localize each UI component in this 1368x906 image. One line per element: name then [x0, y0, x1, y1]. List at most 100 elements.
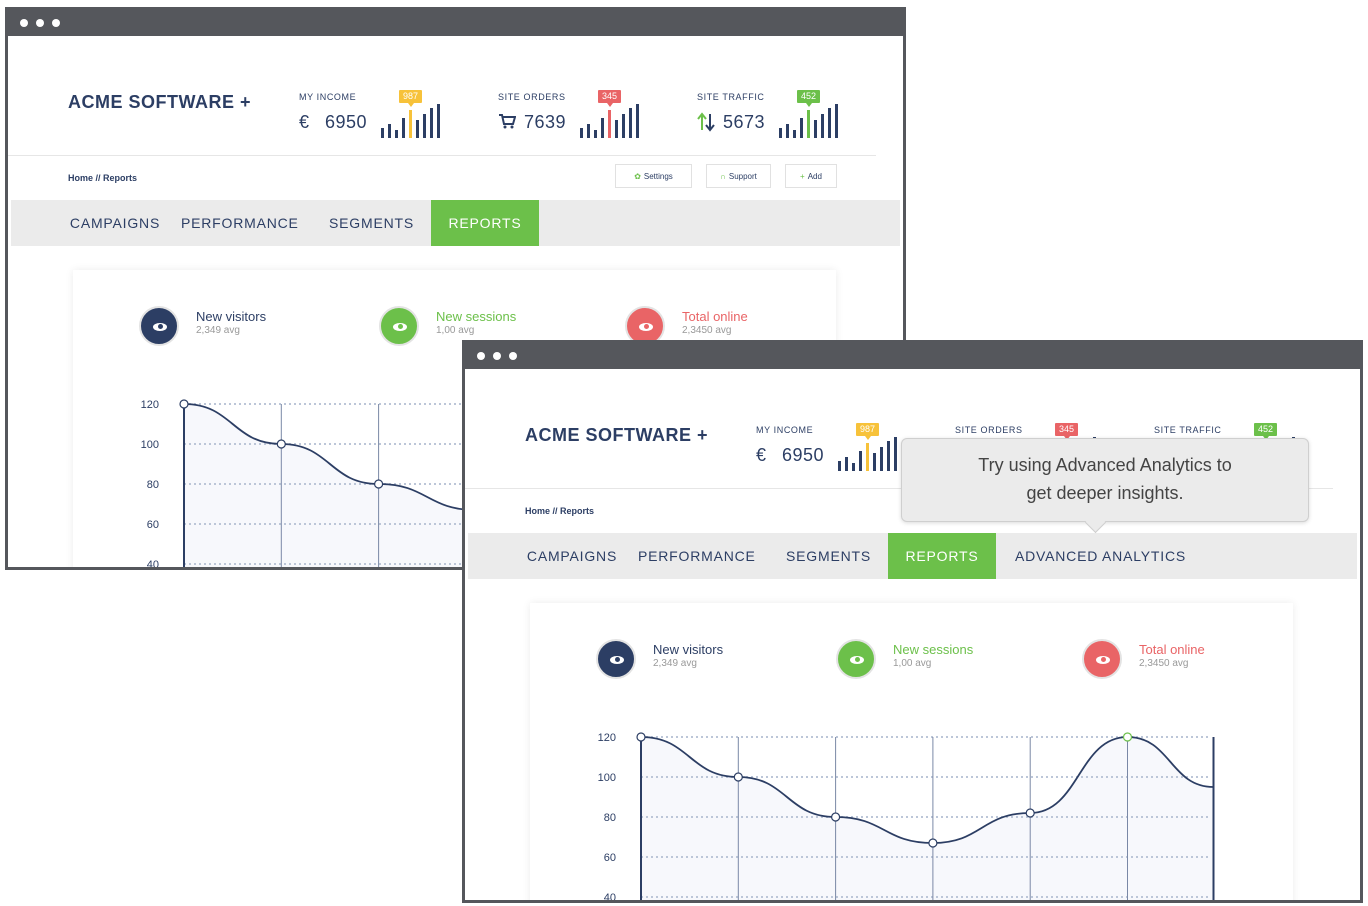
eye-icon: [836, 639, 876, 679]
sparkline-bar: [852, 463, 855, 471]
y-tick-label: 60: [604, 852, 616, 864]
sparkline-bar: [845, 457, 848, 471]
sparkline-bar: [887, 441, 890, 471]
breadcrumb[interactable]: Home // Reports: [68, 173, 138, 183]
stat-badge: 345: [1055, 423, 1079, 440]
stat-traffic: SITE TRAFFIC 5673 452: [697, 80, 877, 140]
sparkline-bar: [786, 124, 789, 138]
sparkline-bar: [838, 461, 841, 471]
tooltip-line: get deeper insights.: [1026, 483, 1184, 503]
sparkline-bar: [395, 130, 398, 138]
sparkline-bar: [580, 128, 583, 138]
arrows-updown-icon: [697, 112, 715, 137]
sparkline-bar: [601, 118, 604, 138]
window-titlebar: [8, 10, 903, 36]
window-dot-icon[interactable]: [509, 352, 517, 360]
y-tick-label: 100: [141, 439, 159, 451]
eye-icon: [1082, 639, 1122, 679]
legend-avg: 1,00 avg: [436, 325, 475, 336]
sparkline-bar: [873, 453, 876, 471]
tab-segments[interactable]: SEGMENTS: [786, 548, 871, 564]
data-point[interactable]: [276, 439, 286, 449]
stat-value: 6950: [782, 445, 825, 465]
sparkline-bar: [807, 110, 810, 138]
settings-label: Settings: [643, 172, 673, 181]
breadcrumb[interactable]: Home // Reports: [525, 506, 595, 516]
sparkline-bar: [615, 120, 618, 138]
sparkline-bar: [894, 437, 897, 471]
tab-reports[interactable]: REPORTS: [888, 533, 996, 579]
y-tick-label: 40: [147, 559, 159, 570]
y-tick-label: 120: [141, 399, 159, 411]
data-point[interactable]: [374, 479, 384, 489]
stat-label: SITE TRAFFIC: [697, 92, 765, 102]
brand-logo[interactable]: ACME SOFTWARE +: [68, 92, 252, 112]
sparkline-bar: [402, 118, 405, 138]
tab-advanced-analytics[interactable]: ADVANCED ANALYTICS: [1014, 548, 1187, 564]
y-tick-label: 80: [604, 812, 616, 824]
euro-icon: €: [756, 445, 767, 465]
data-point[interactable]: [831, 812, 841, 822]
add-button[interactable]: + Add: [785, 164, 837, 188]
sparkline-bar: [800, 118, 803, 138]
window-dot-icon[interactable]: [36, 19, 44, 27]
sparkline-bar: [880, 447, 883, 471]
legend-avg: 2,3450 avg: [1139, 658, 1189, 669]
sparkline-bar: [629, 108, 632, 138]
sparkline: 345: [580, 90, 650, 138]
stat-label: SITE ORDERS: [498, 92, 566, 102]
headset-icon: ∩: [720, 172, 726, 181]
browser-window-front: ACME SOFTWARE + MY INCOME € 6950 987 SIT…: [462, 340, 1363, 903]
header-divider: [8, 155, 876, 156]
stat-label: SITE TRAFFIC: [1154, 425, 1222, 435]
window-dot-icon[interactable]: [477, 352, 485, 360]
settings-button[interactable]: ✿ Settings: [615, 164, 692, 188]
tab-performance[interactable]: PERFORMANCE: [181, 215, 299, 231]
legend-name: New sessions: [436, 309, 517, 324]
stat-value: 5673: [723, 112, 766, 132]
tooltip-line: Try using Advanced Analytics to: [978, 455, 1232, 475]
stat-badge: 987: [856, 423, 880, 440]
eye-icon: [139, 306, 179, 346]
stat-badge: 345: [598, 90, 622, 107]
stat-income: MY INCOME € 6950 987: [299, 80, 479, 140]
advanced-analytics-tooltip: Try using Advanced Analytics to get deep…: [901, 438, 1309, 522]
data-point[interactable]: [636, 732, 646, 742]
tab-segments[interactable]: SEGMENTS: [329, 215, 414, 231]
window-dot-icon[interactable]: [52, 19, 60, 27]
sparkline-bar: [409, 110, 412, 138]
legend-name: New visitors: [653, 642, 724, 657]
tab-campaigns[interactable]: CAMPAIGNS: [526, 548, 618, 564]
data-point[interactable]: [1122, 732, 1133, 742]
header-divider: [465, 488, 1333, 489]
stat-value: 6950: [325, 112, 368, 132]
sparkline-bar: [381, 128, 384, 138]
sparkline-bar: [828, 108, 831, 138]
support-button[interactable]: ∩ Support: [706, 164, 771, 188]
stat-badge: 452: [797, 90, 821, 107]
brand-logo[interactable]: ACME SOFTWARE +: [525, 425, 709, 445]
legend-name: Total online: [682, 309, 748, 324]
data-point[interactable]: [928, 838, 938, 848]
window-dot-icon[interactable]: [493, 352, 501, 360]
tab-campaigns[interactable]: CAMPAIGNS: [69, 215, 161, 231]
sparkline-bar: [608, 110, 611, 138]
tab-reports[interactable]: REPORTS: [431, 200, 539, 246]
data-point[interactable]: [733, 772, 743, 782]
sparkline: 987: [838, 423, 908, 471]
data-point[interactable]: [1025, 808, 1035, 818]
window-dot-icon[interactable]: [20, 19, 28, 27]
report-card: New visitors 2,349 avg New sessions 1,00…: [530, 603, 1293, 900]
stat-income: MY INCOME € 6950 987: [756, 413, 936, 473]
tab-performance[interactable]: PERFORMANCE: [638, 548, 756, 564]
sparkline-bar: [779, 128, 782, 138]
sparkline-bar: [821, 114, 824, 138]
cart-icon: [498, 112, 517, 135]
add-label: Add: [807, 172, 822, 181]
data-point[interactable]: [179, 399, 189, 409]
sparkline-bar: [423, 114, 426, 138]
eye-icon: [596, 639, 636, 679]
nav-tabs: CAMPAIGNS PERFORMANCE SEGMENTS REPORTS: [11, 200, 900, 246]
sparkline-bar: [866, 443, 869, 471]
stat-badge: 987: [399, 90, 423, 107]
